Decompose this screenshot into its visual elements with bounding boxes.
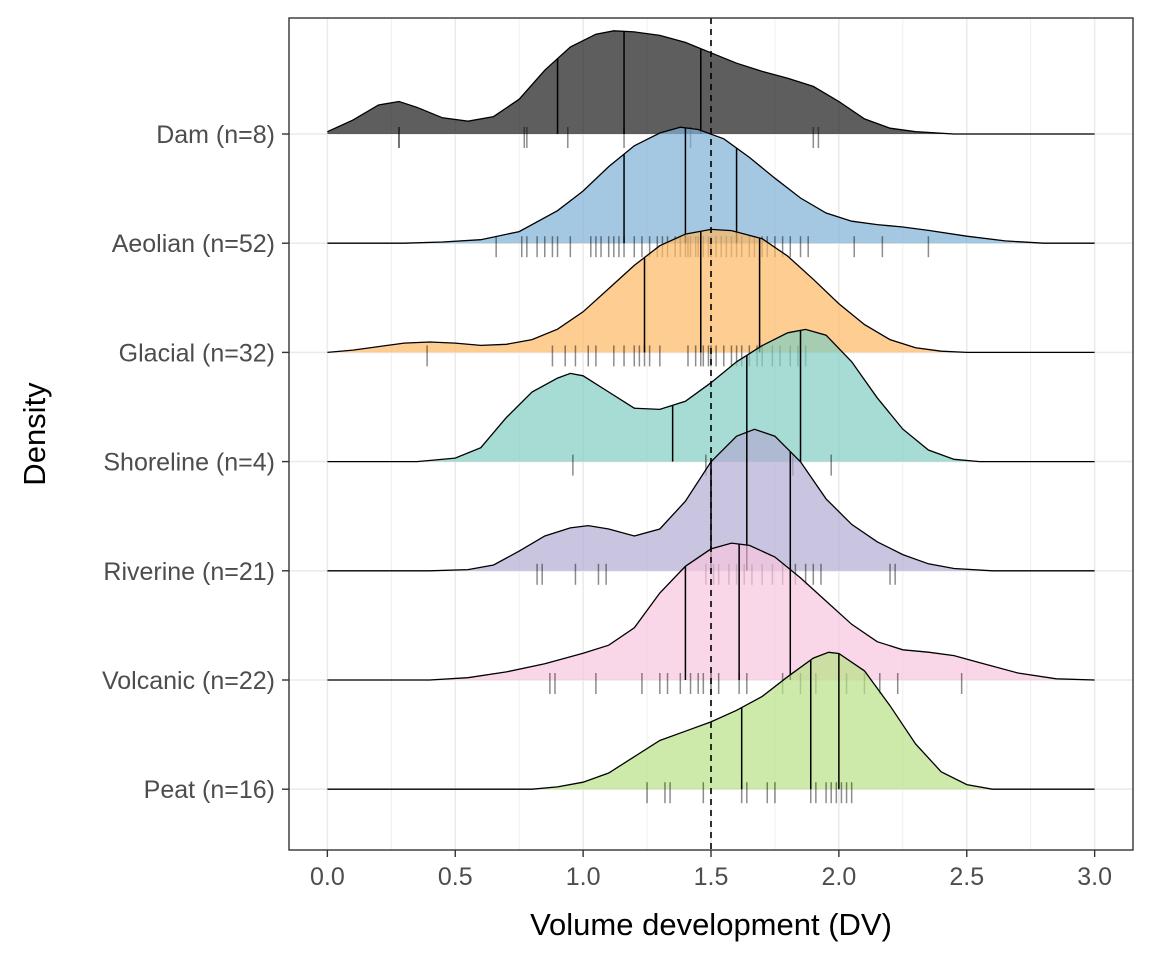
y-tick-label: Shoreline (n=4) — [103, 449, 275, 477]
density-area — [327, 543, 1095, 680]
x-tick-label: 3.0 — [1077, 863, 1112, 891]
density-area — [327, 30, 1095, 134]
density-outline — [327, 542, 1095, 681]
density-outline — [327, 328, 1095, 463]
y-tick-label: Dam (n=8) — [156, 121, 275, 149]
x-tick-label: 1.0 — [566, 863, 601, 891]
y-tick-label: Volcanic (n=22) — [102, 667, 275, 695]
density-outline — [327, 228, 1095, 354]
density-area — [327, 229, 1095, 353]
y-tick-label: Glacial (n=32) — [119, 339, 275, 367]
x-axis-title: Volume development (DV) — [530, 907, 892, 942]
density-outline — [327, 126, 1095, 244]
x-tick-label: 2.5 — [949, 863, 984, 891]
density-area — [327, 652, 1095, 790]
x-axis: 0.0 0.5 1.0 1.5 2.0 2.5 3.0 — [310, 850, 1112, 891]
y-axis-title: Density — [17, 382, 52, 486]
y-axis: Dam (n=8) Aeolian (n=52) Glacial (n=32) Sho… — [102, 121, 289, 804]
ridge-group — [327, 30, 1095, 148]
x-tick-label: 2.0 — [821, 863, 856, 891]
ridge-group — [327, 651, 1095, 804]
y-tick-label: Riverine (n=21) — [103, 558, 275, 586]
density-outline — [327, 30, 1095, 135]
x-tick-label: 0.5 — [438, 863, 473, 891]
x-tick-label: 1.5 — [694, 863, 729, 891]
y-tick-label: Peat (n=16) — [144, 776, 275, 804]
x-tick-label: 0.0 — [310, 863, 345, 891]
density-outline — [327, 651, 1095, 790]
y-tick-label: Aeolian (n=52) — [112, 230, 275, 258]
